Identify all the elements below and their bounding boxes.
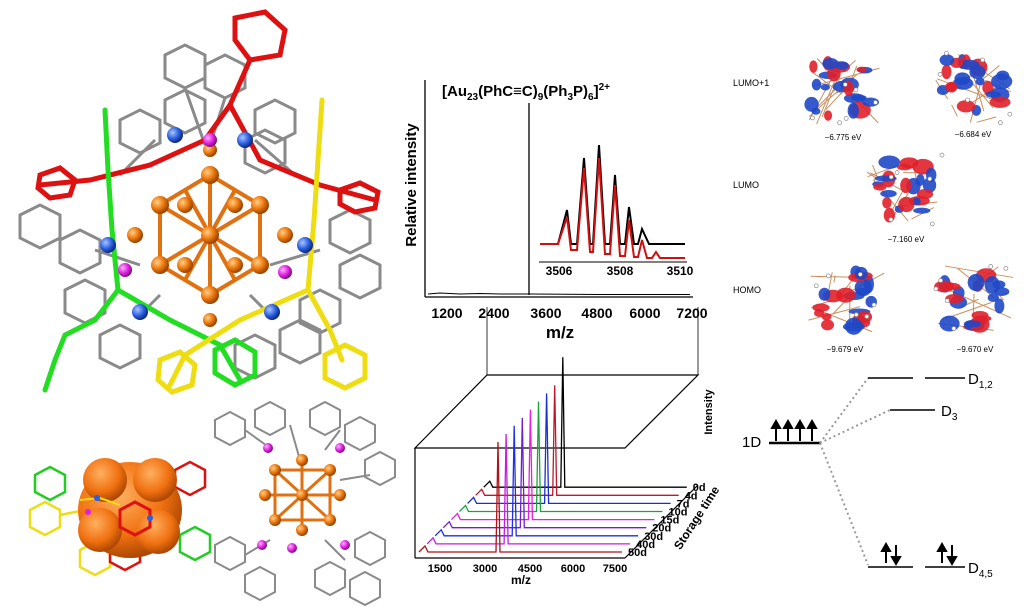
level-d12-label: D1,2 — [968, 371, 993, 391]
stability-panel: Intensity 1500 3000 4500 6000 7500 m/z 0… — [413, 307, 722, 587]
ms-xtick: 6000 — [629, 305, 660, 321]
stability-trace — [426, 433, 631, 545]
orbital-energy: −6.775 eV — [825, 133, 862, 142]
stability-day-label: 0d — [693, 482, 706, 494]
ms-inset-xtick: 3506 — [546, 264, 573, 278]
level-d45-label: D4,5 — [968, 560, 993, 580]
stability-xticks: 1500 3000 4500 6000 7500 — [428, 563, 627, 575]
space-filling-model — [28, 458, 212, 577]
stability-day-label: 7d — [677, 498, 690, 510]
stability-day-label: 30d — [644, 531, 663, 543]
cluster-structure-main — [18, 9, 382, 395]
stability-xtick: 3000 — [473, 563, 497, 575]
stability-traces — [418, 357, 687, 553]
energy-level-diagram: 1D D1,2 D3 D4,5 — [742, 371, 993, 580]
stability-day-label: 15d — [660, 515, 679, 527]
ms-xtick: 1200 — [431, 305, 462, 321]
stability-xtick: 1500 — [428, 563, 452, 575]
stability-trace — [442, 417, 647, 529]
1d-electrons — [770, 418, 818, 441]
stability-day-label: 50d — [628, 547, 647, 559]
orbital-energy: −7.160 eV — [888, 235, 925, 244]
d45-electrons — [880, 541, 958, 567]
alkynyl-ligand-green — [42, 107, 258, 393]
orbital-isosurfaces — [804, 50, 1014, 335]
stability-xtick: 7500 — [603, 563, 627, 575]
stability-trace — [450, 409, 655, 521]
orbital-row-label: LUMO — [733, 180, 759, 190]
ms-xlabel: m/z — [546, 323, 574, 342]
stability-xtick: 6000 — [561, 563, 585, 575]
ms-ylabel: Relative intensity — [403, 123, 420, 247]
orbital-row-label: HOMO — [733, 285, 761, 295]
stability-trace — [459, 401, 663, 513]
ms-panel: [Au23(PhC≡C)9(Ph3P)6]2+ Relative intensi… — [403, 80, 708, 342]
ms-inset-xtick: 3510 — [667, 264, 694, 278]
stability-trace — [434, 425, 639, 537]
ms-xticks: 1200 2400 3600 4800 6000 7200 — [431, 305, 707, 321]
orbital-energy: −9.670 eV — [957, 345, 994, 354]
orbital-energy: −9.679 eV — [827, 345, 864, 354]
stability-trace — [483, 357, 687, 488]
stability-day-label: 20d — [652, 523, 671, 535]
phosphorus-atoms — [118, 133, 292, 279]
stability-day-label: 4d — [685, 490, 698, 502]
orbital-row-label: LUMO+1 — [733, 78, 769, 88]
stability-day-label: 10d — [669, 507, 688, 519]
ms-baseline — [427, 292, 690, 295]
level-1d-label: 1D — [742, 434, 761, 451]
ms-xtick: 2400 — [478, 305, 509, 321]
ms-formula: [Au23(PhC≡C)9(Ph3P)6]2+ — [442, 82, 610, 103]
stability-trace — [418, 441, 622, 553]
stability-trace — [467, 393, 671, 505]
ms-inset: 3506 3508 3510 — [539, 144, 694, 278]
stability-xtick: 4500 — [518, 563, 542, 575]
orbital-energy: −6.684 eV — [955, 130, 992, 139]
stability-xlabel: m/z — [511, 573, 531, 587]
stability-day-label: 40d — [636, 539, 655, 551]
stability-ylabel: Intensity — [703, 389, 715, 435]
orbital-panel: LUMO+1 LUMO HOMO −6.775 eV −6.684 eV −7.… — [733, 50, 1014, 354]
stability-trace — [475, 385, 679, 496]
ms-xtick: 3600 — [530, 305, 561, 321]
level-d3-label: D3 — [941, 403, 958, 423]
carbon-blue-atoms — [100, 127, 313, 320]
ms-inset-xtick: 3508 — [607, 264, 634, 278]
ms-xtick: 4800 — [581, 305, 612, 321]
cluster-structure-top-view — [214, 400, 396, 607]
gold-atoms — [127, 143, 293, 327]
ms-xtick: 7200 — [676, 305, 707, 321]
